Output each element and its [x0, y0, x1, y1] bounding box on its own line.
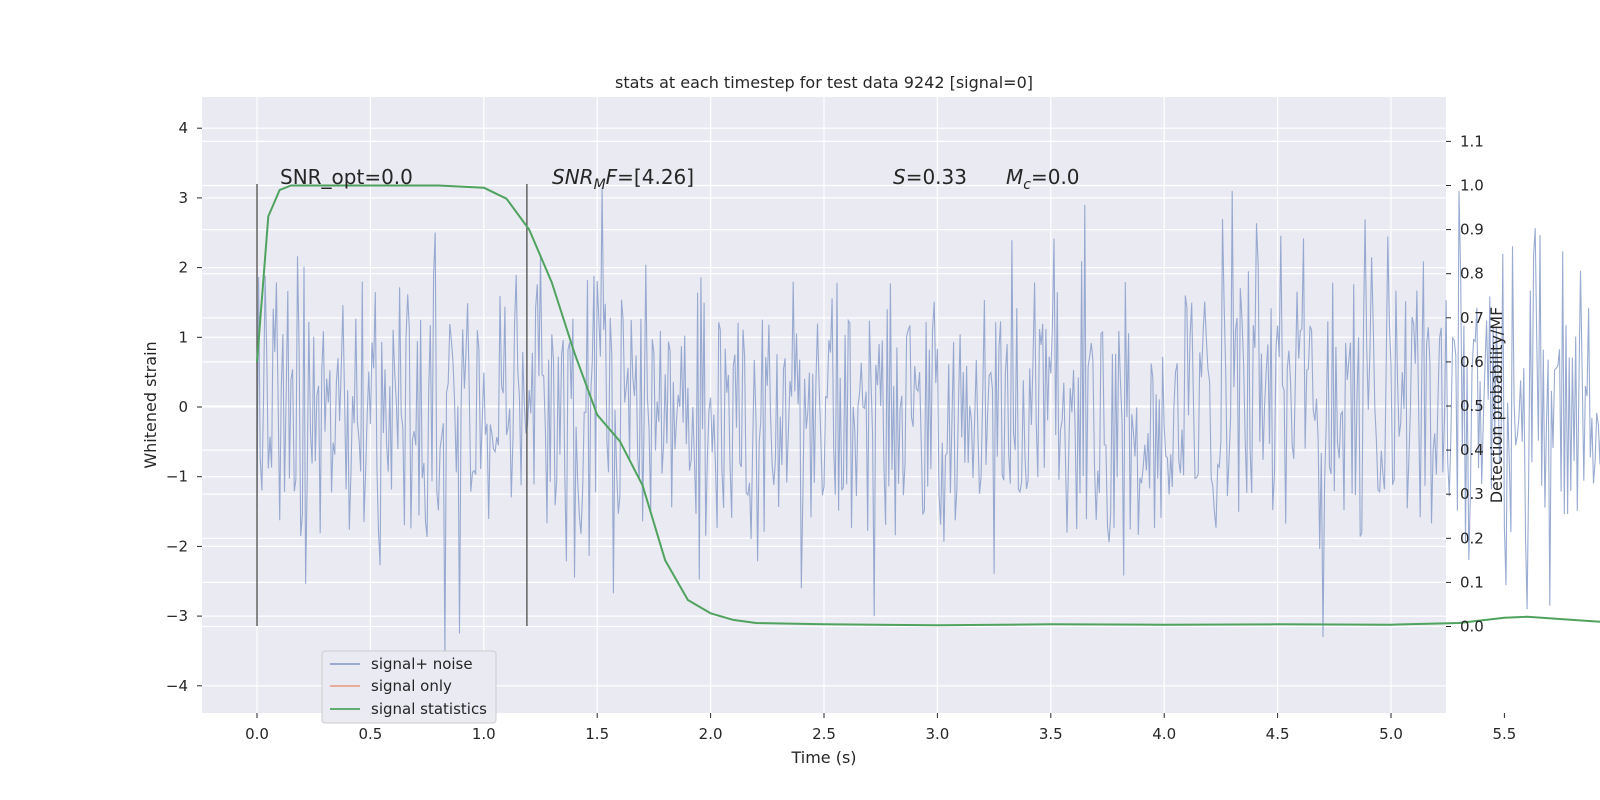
x-tick-label: 4.5 [1266, 725, 1290, 743]
x-axis-label: Time (s) [790, 748, 856, 767]
x-tick-label: 2.0 [699, 725, 723, 743]
y2-tick-label: 0.7 [1460, 309, 1484, 327]
signal-noise-series [256, 187, 1600, 658]
signal-noise-line [256, 187, 1600, 658]
chart-title: stats at each timestep for test data 924… [615, 73, 1033, 92]
signal-statistics-series [256, 184, 1600, 627]
x-tick-label: 3.5 [1039, 725, 1063, 743]
x-tick-label: 0.5 [358, 725, 382, 743]
y-tick-label: 0 [178, 398, 188, 416]
legend-entry-signal-only: signal only [371, 677, 452, 695]
y2-tick-label: 1.1 [1460, 132, 1484, 150]
y-tick-label: −1 [166, 468, 188, 486]
x-tick-label: 2.5 [812, 725, 836, 743]
y-tick-label: 2 [178, 259, 188, 277]
vertical-markers [256, 184, 528, 626]
snr-mf-annotation: SNRMF=[4.26] [552, 165, 694, 193]
x-tick-label: 0.0 [245, 725, 269, 743]
x-tick-label: 5.5 [1492, 725, 1516, 743]
s-annotation: S=0.33 [893, 165, 967, 189]
mc-annotation: Mc=0.0 [1006, 165, 1080, 193]
y-tick-label: 4 [178, 119, 188, 137]
y-tick-label: −4 [166, 677, 188, 695]
y2-tick-label: 0.1 [1460, 573, 1484, 591]
y2-tick-label: 0.4 [1460, 441, 1484, 459]
legend: signal+ noise signal only signal statist… [321, 650, 497, 724]
legend-entry-noise: signal+ noise [371, 655, 473, 673]
y-tick-label: 3 [178, 189, 188, 207]
grid [202, 97, 1506, 713]
y-tick-label: −3 [166, 607, 188, 625]
x-tick-label: 1.0 [472, 725, 496, 743]
y2-tick-label: 1.0 [1460, 177, 1484, 195]
axis-ticks: 0.00.51.01.52.02.53.03.54.04.55.05.56.06… [166, 119, 1516, 743]
x-tick-label: 3.0 [925, 725, 949, 743]
y-axis-label: Whitened strain [141, 341, 160, 468]
x-tick-label: 4.0 [1152, 725, 1176, 743]
y-tick-label: 1 [178, 328, 188, 346]
y2-tick-label: 0.0 [1460, 618, 1484, 636]
signal-statistics-line [256, 184, 1600, 627]
y2-tick-label: 0.2 [1460, 529, 1484, 547]
legend-box [321, 650, 497, 724]
x-tick-label: 5.0 [1379, 725, 1403, 743]
y2-tick-label: 0.5 [1460, 397, 1484, 415]
snr-opt-annotation: SNR_opt=0.0 [280, 165, 413, 189]
y2-axis-label: Detection probability/MF [1487, 307, 1506, 504]
y2-tick-label: 0.6 [1460, 353, 1484, 371]
y-tick-label: −2 [166, 537, 188, 555]
y2-tick-label: 0.9 [1460, 221, 1484, 239]
x-tick-label: 1.5 [585, 725, 609, 743]
legend-entry-statistics: signal statistics [371, 700, 487, 718]
y2-tick-label: 0.8 [1460, 265, 1484, 283]
y2-tick-label: 0.3 [1460, 485, 1484, 503]
